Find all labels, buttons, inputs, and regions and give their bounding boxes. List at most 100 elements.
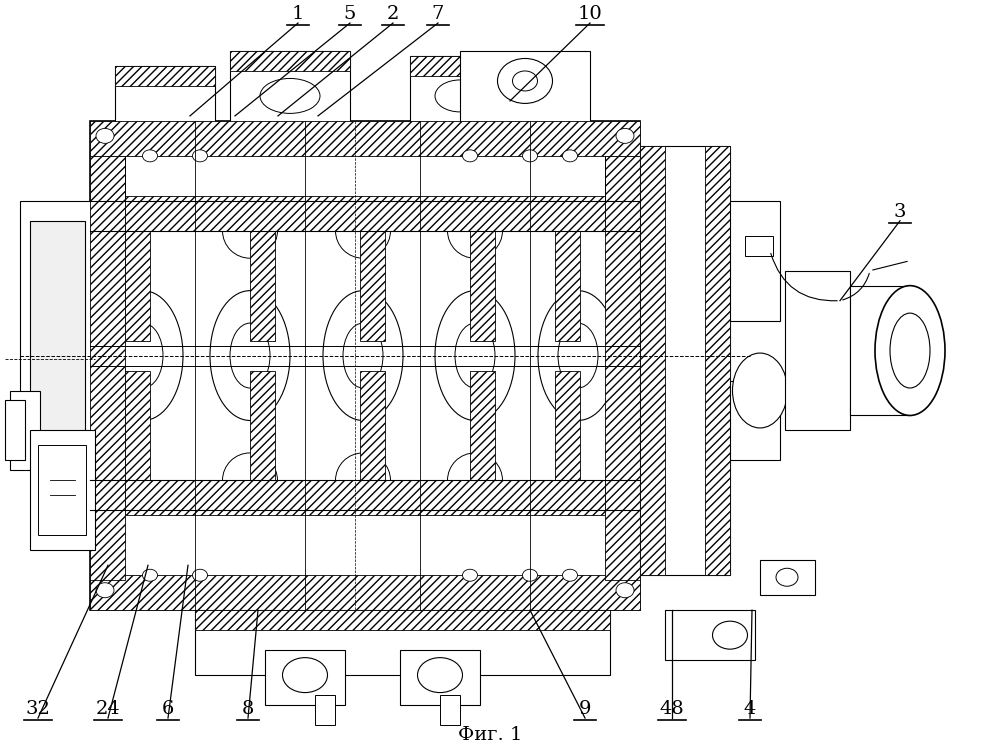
Text: 5: 5 <box>344 5 356 23</box>
Bar <box>30 430 95 550</box>
Bar <box>730 201 780 321</box>
Ellipse shape <box>123 323 163 388</box>
Ellipse shape <box>538 291 618 421</box>
Ellipse shape <box>890 313 930 388</box>
Text: 48: 48 <box>660 700 684 718</box>
Ellipse shape <box>616 583 634 598</box>
Bar <box>640 146 730 575</box>
Text: 10: 10 <box>578 5 602 23</box>
Bar <box>5 400 25 460</box>
Text: 2: 2 <box>387 5 399 23</box>
Ellipse shape <box>260 78 320 113</box>
Bar <box>125 196 605 231</box>
Bar <box>195 611 610 675</box>
Bar <box>640 146 665 575</box>
Ellipse shape <box>222 204 278 258</box>
Ellipse shape <box>712 621 748 649</box>
Ellipse shape <box>323 291 403 421</box>
Text: 24: 24 <box>96 700 120 718</box>
Ellipse shape <box>435 80 485 112</box>
Bar <box>90 121 640 611</box>
Ellipse shape <box>562 150 578 161</box>
Bar <box>760 560 815 596</box>
Bar <box>440 695 460 725</box>
Ellipse shape <box>558 323 598 388</box>
Text: 7: 7 <box>432 5 444 23</box>
Ellipse shape <box>448 204 503 258</box>
Ellipse shape <box>103 291 183 421</box>
Bar <box>460 51 590 131</box>
Ellipse shape <box>222 453 278 508</box>
Ellipse shape <box>522 150 538 161</box>
Bar <box>705 146 730 575</box>
Ellipse shape <box>96 128 114 143</box>
Ellipse shape <box>210 291 290 421</box>
Bar <box>115 66 215 86</box>
Text: 32: 32 <box>26 700 50 718</box>
Bar <box>410 56 510 76</box>
Bar <box>230 51 350 126</box>
Text: 4: 4 <box>744 700 756 718</box>
Bar <box>115 66 215 126</box>
Text: 6: 6 <box>162 700 174 718</box>
Bar <box>730 381 780 460</box>
Bar <box>555 370 580 481</box>
Ellipse shape <box>562 569 578 581</box>
Bar <box>125 481 605 515</box>
Ellipse shape <box>143 150 158 161</box>
Ellipse shape <box>96 583 114 598</box>
Ellipse shape <box>462 150 478 161</box>
Ellipse shape <box>435 291 515 421</box>
Ellipse shape <box>143 569 158 581</box>
Bar <box>785 270 850 430</box>
Ellipse shape <box>776 569 798 587</box>
Bar <box>850 285 910 415</box>
Bar <box>745 236 773 255</box>
Bar <box>90 156 125 581</box>
Ellipse shape <box>343 323 383 388</box>
Bar <box>125 370 150 481</box>
Bar <box>30 221 85 440</box>
Bar <box>10 391 40 470</box>
Ellipse shape <box>192 150 208 161</box>
Bar <box>605 156 640 581</box>
Bar <box>555 231 580 341</box>
Ellipse shape <box>732 353 788 428</box>
Bar <box>38 445 86 535</box>
Ellipse shape <box>336 204 390 258</box>
Ellipse shape <box>418 658 462 692</box>
Ellipse shape <box>875 285 945 415</box>
Bar <box>360 370 385 481</box>
Bar <box>90 575 640 611</box>
Bar <box>20 201 95 460</box>
Text: Фиг. 1: Фиг. 1 <box>458 726 522 744</box>
Bar <box>665 611 755 660</box>
Text: 9: 9 <box>579 700 591 718</box>
Ellipse shape <box>283 658 328 692</box>
Bar <box>400 650 480 705</box>
Bar <box>265 650 345 705</box>
Bar <box>90 121 640 156</box>
Ellipse shape <box>192 569 208 581</box>
Text: 1: 1 <box>292 5 304 23</box>
Bar <box>360 231 385 341</box>
Ellipse shape <box>230 323 270 388</box>
Bar <box>125 231 150 341</box>
Bar <box>470 231 495 341</box>
Bar <box>315 695 335 725</box>
Text: 3: 3 <box>894 203 906 221</box>
Ellipse shape <box>498 59 552 104</box>
Bar <box>250 231 275 341</box>
Ellipse shape <box>512 71 538 91</box>
Ellipse shape <box>336 453 390 508</box>
Ellipse shape <box>462 569 478 581</box>
Ellipse shape <box>455 323 495 388</box>
Text: 8: 8 <box>242 700 254 718</box>
Bar <box>470 370 495 481</box>
Ellipse shape <box>616 128 634 143</box>
Bar <box>230 51 350 71</box>
Bar <box>410 56 510 126</box>
Ellipse shape <box>448 453 503 508</box>
Ellipse shape <box>522 569 538 581</box>
Bar <box>195 611 610 630</box>
